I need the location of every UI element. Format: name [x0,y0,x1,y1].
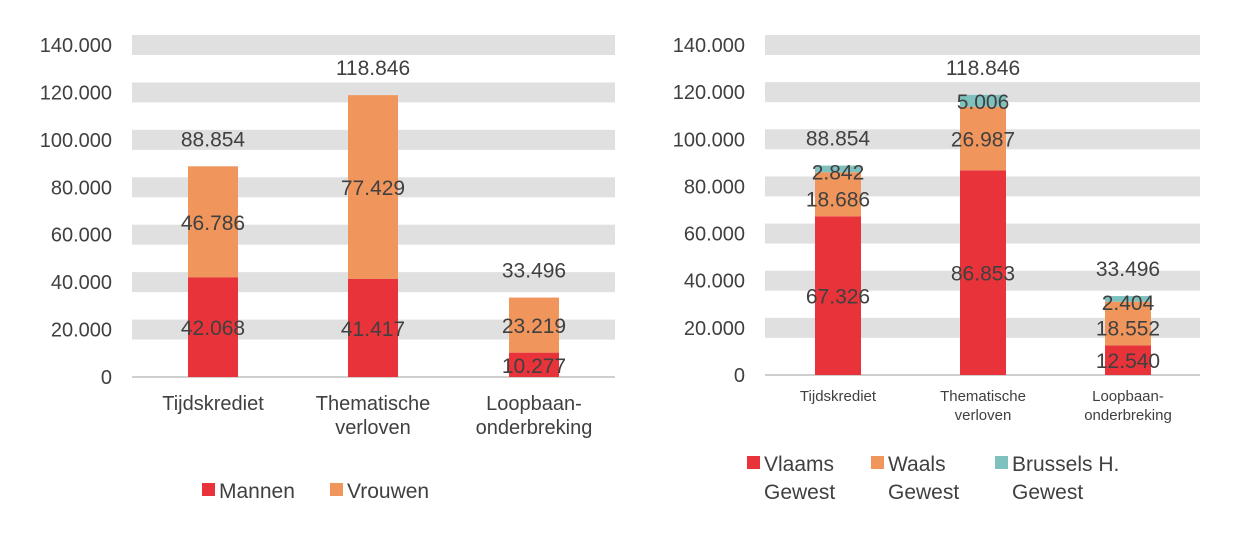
bar-segment [1105,296,1151,302]
y-tick-label: 20.000 [51,320,112,342]
bar-segment [1105,345,1151,375]
bar-segment [348,95,398,279]
data-label: 46.786 [181,212,245,235]
data-label: 86.853 [951,263,1015,286]
data-label: 26.987 [951,128,1015,151]
total-label: 118.846 [336,57,410,80]
data-label: 18.686 [806,188,870,211]
data-label: 10.277 [502,355,566,378]
data-label: 12.540 [1096,350,1160,373]
legend-label: Gewest [764,481,835,504]
y-tick-label: 60.000 [684,224,745,246]
data-label: 23.219 [502,315,566,338]
data-label: 5.006 [957,91,1010,114]
y-tick-label: 0 [734,365,745,387]
bar-segment [815,216,861,375]
category-label: Tijdskrediet [162,393,264,415]
legend-swatch [202,483,215,496]
bar-segment [960,94,1006,107]
y-tick-label: 80.000 [51,177,112,199]
total-label: 88.854 [806,128,871,151]
category-label: Thematische [316,393,431,415]
legend-swatch [995,456,1008,469]
bar-segment [188,166,238,278]
data-label: 2.842 [812,162,865,185]
bar-segment [960,106,1006,171]
legend-swatch [330,483,343,496]
y-tick-label: 20.000 [684,318,745,340]
y-tick-label: 40.000 [51,272,112,294]
bar-segment [815,172,861,217]
y-tick-label: 100.000 [673,129,745,151]
bar-segment [509,297,559,353]
data-label: 77.429 [341,177,405,200]
category-label: Loopbaan- [1092,388,1164,405]
y-tick-label: 140.000 [673,35,745,57]
bar-segment [348,278,398,377]
category-label: verloven [335,417,411,439]
legend-label: Gewest [1012,481,1083,504]
bar-segment [960,170,1006,375]
grid-band [765,82,1200,103]
y-tick-label: 100.000 [40,130,112,152]
legend-label: Brussels H. [1012,453,1119,476]
grid-band [765,35,1200,55]
y-tick-label: 140.000 [40,35,112,57]
category-label: Thematische [940,388,1026,405]
y-tick-label: 60.000 [51,225,112,247]
y-tick-label: 80.000 [684,176,745,198]
data-label: 41.417 [341,318,405,341]
legend-swatch [871,456,884,469]
legend-swatch [747,456,760,469]
total-label: 33.496 [502,260,566,283]
bar-segment [815,165,861,173]
data-label: 18.552 [1096,318,1160,341]
total-label: 88.854 [181,128,246,151]
y-tick-label: 120.000 [673,82,745,104]
total-label: 118.846 [946,57,1020,80]
total-label: 33.496 [1096,258,1160,281]
legend-label: Mannen [219,480,295,503]
y-tick-label: 0 [101,367,112,389]
data-label: 2.404 [1102,292,1155,315]
y-tick-label: 120.000 [40,82,112,104]
category-label: verloven [955,407,1012,424]
legend-label: Gewest [888,481,959,504]
legend-label: Vrouwen [347,480,429,503]
bar-segment [1105,301,1151,346]
grid-band [132,82,615,103]
category-label: Loopbaan- [486,393,582,415]
grid-band [132,35,615,55]
data-label: 67.326 [806,286,870,309]
bar-segment [188,277,238,377]
category-label: Tijdskrediet [800,388,877,405]
bar-segment [509,352,559,377]
y-tick-label: 40.000 [684,271,745,293]
legend-label: Vlaams [764,453,834,476]
category-label: onderbreking [1084,407,1172,424]
legend-label: Waals [888,453,946,476]
data-label: 42.068 [181,317,245,340]
category-label: onderbreking [476,417,593,439]
